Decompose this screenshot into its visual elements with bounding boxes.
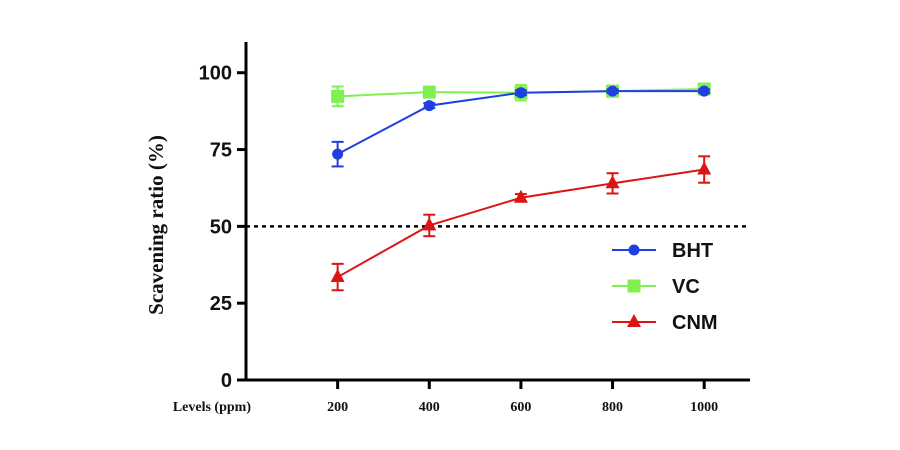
x-tick-label-800: 800 bbox=[602, 400, 623, 415]
x-tick-label-600: 600 bbox=[510, 400, 531, 415]
legend-marker-cnm bbox=[627, 313, 641, 327]
y-tick-label-75: 75 bbox=[210, 140, 232, 162]
legend-entry-cnm: CNM bbox=[612, 312, 718, 334]
legend-marker-vc bbox=[627, 279, 641, 293]
point-cnm-600 bbox=[513, 189, 528, 203]
legend-label-bht: BHT bbox=[672, 240, 713, 262]
point-bht-800 bbox=[607, 85, 619, 97]
point-cnm-400 bbox=[422, 217, 437, 231]
legend-entry-vc: VC bbox=[612, 276, 700, 298]
series-layer bbox=[330, 82, 712, 292]
legend-marker-bht bbox=[628, 244, 640, 256]
series-line-cnm bbox=[337, 168, 705, 278]
x-axis-label: Levels (ppm) bbox=[173, 400, 252, 415]
y-tick-label-50: 50 bbox=[210, 216, 232, 238]
legend-entry-bht: BHT bbox=[612, 240, 713, 262]
point-vc-200 bbox=[331, 89, 345, 103]
legend: BHT VC CNM bbox=[612, 240, 718, 334]
legend-label-vc: VC bbox=[672, 276, 700, 298]
point-vc-400 bbox=[422, 85, 436, 99]
axis-layer: 0 25 50 75 100 200 400 600 800 1000 bbox=[199, 42, 750, 415]
point-bht-600 bbox=[515, 87, 527, 99]
series-cnm bbox=[330, 155, 712, 292]
point-bht-200 bbox=[332, 148, 344, 160]
y-axis-label: Scavening ratio (%) bbox=[144, 135, 168, 315]
y-tick-label-25: 25 bbox=[210, 293, 232, 315]
legend-label-cnm: CNM bbox=[672, 312, 718, 334]
point-cnm-1000 bbox=[697, 161, 712, 175]
x-tick-label-200: 200 bbox=[327, 400, 348, 415]
point-cnm-800 bbox=[605, 175, 620, 189]
y-tick-label-100: 100 bbox=[199, 63, 232, 85]
x-tick-label-1000: 1000 bbox=[690, 400, 718, 415]
series-bht bbox=[331, 85, 711, 168]
x-tick-label-400: 400 bbox=[419, 400, 440, 415]
point-cnm-200 bbox=[330, 269, 345, 283]
point-bht-400 bbox=[423, 100, 435, 112]
y-tick-label-0: 0 bbox=[221, 370, 232, 392]
point-bht-1000 bbox=[698, 85, 710, 97]
